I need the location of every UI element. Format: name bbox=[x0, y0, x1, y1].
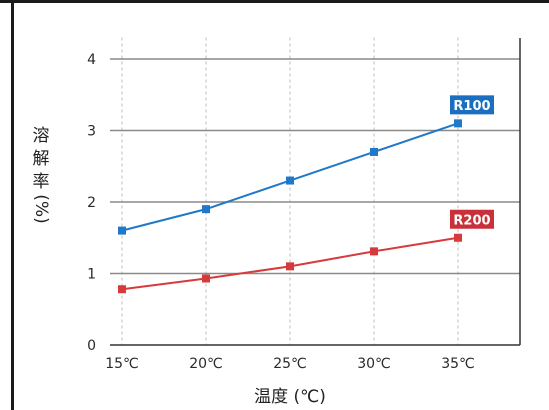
tag-layer: R100 R200 bbox=[450, 95, 494, 229]
data-point bbox=[454, 233, 462, 242]
data-point bbox=[454, 119, 462, 128]
y-axis-title-char-3: 率 bbox=[33, 172, 50, 192]
y-axis-title-char-2: 解 bbox=[33, 149, 50, 169]
x-tick-label: 25℃ bbox=[273, 356, 307, 372]
series-name-tag-bg bbox=[450, 95, 494, 115]
data-point bbox=[202, 274, 210, 283]
data-point bbox=[202, 205, 210, 214]
series-name-tag: R200 bbox=[450, 209, 494, 229]
data-point bbox=[370, 147, 378, 156]
series-name-label: R200 bbox=[453, 213, 490, 228]
y-tick-label: 1 bbox=[87, 267, 96, 283]
data-point bbox=[118, 226, 126, 235]
series-name-label: R100 bbox=[453, 99, 490, 114]
x-tick-label: 20℃ bbox=[189, 356, 223, 372]
data-point bbox=[370, 247, 378, 256]
data-point bbox=[286, 262, 294, 271]
series-name-tag: R100 bbox=[450, 95, 494, 115]
tick-layer: 0 1 2 3 4 15℃ 20℃ 25℃ 30℃ 35℃ bbox=[87, 52, 475, 372]
y-tick-label: 3 bbox=[87, 124, 96, 140]
x-tick-label: 15℃ bbox=[105, 356, 139, 372]
y-axis-title-char-4: (%) bbox=[31, 194, 51, 223]
y-axis-title-char-1: 溶 bbox=[33, 126, 50, 146]
series-layer bbox=[118, 119, 462, 294]
series-name-tag-bg bbox=[450, 209, 494, 229]
x-tick-label: 35℃ bbox=[441, 356, 475, 372]
grid-layer bbox=[110, 37, 520, 345]
data-point bbox=[118, 285, 126, 294]
data-point bbox=[286, 176, 294, 185]
x-tick-label: 30℃ bbox=[357, 356, 391, 372]
y-tick-label: 0 bbox=[87, 338, 96, 354]
x-axis-title: 温度 (℃) bbox=[254, 387, 326, 407]
y-axis-title: 溶 解 率 (%) bbox=[31, 126, 51, 224]
y-tick-label: 4 bbox=[87, 52, 96, 68]
axis-layer bbox=[110, 38, 521, 346]
y-tick-label: 2 bbox=[87, 195, 96, 211]
